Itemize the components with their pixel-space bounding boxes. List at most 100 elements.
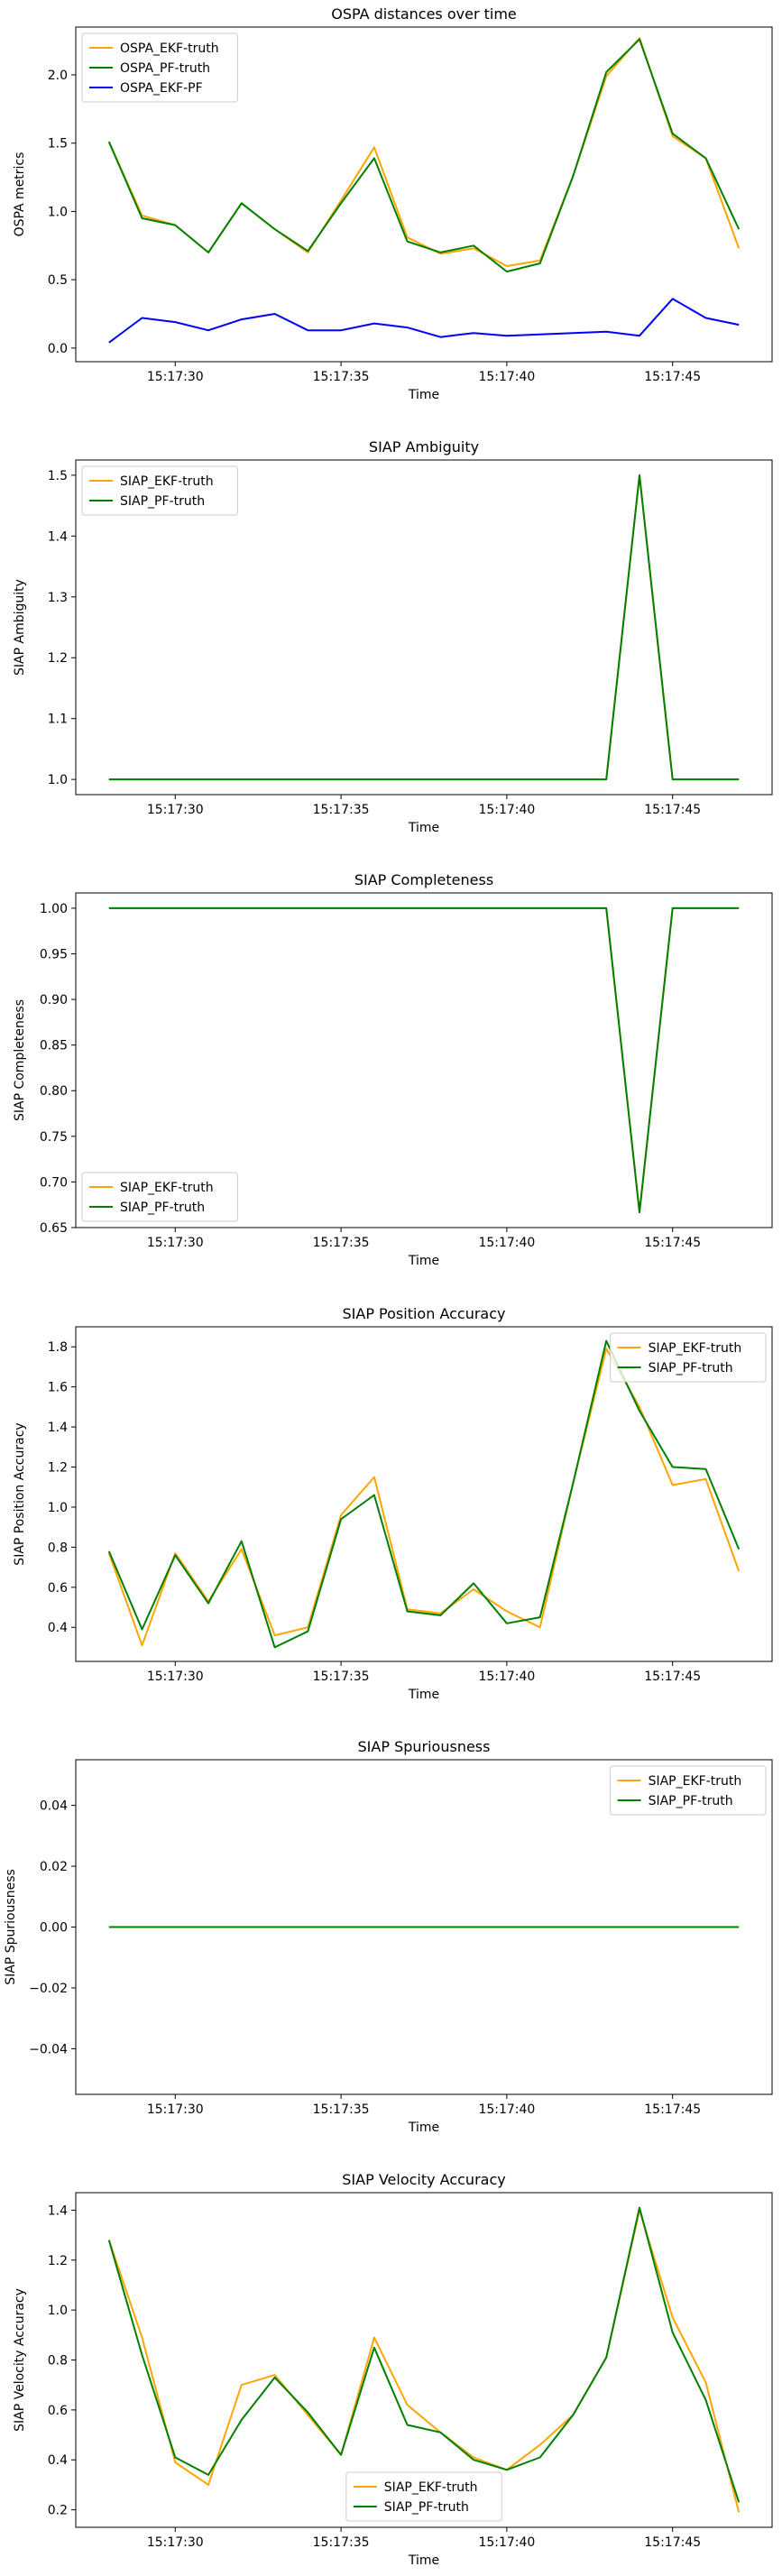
y-axis-label: SIAP Position Accuracy (13, 1422, 27, 1565)
x-tick-label: 15:17:30 (147, 1670, 204, 1684)
y-tick-label: 1.0 (48, 1501, 68, 1515)
x-tick-label: 15:17:35 (313, 2535, 370, 2550)
legend-box (81, 1172, 238, 1222)
chart-4: SIAP Position Accuracy 0.4 0.6 0.8 1.0 1.2 1.4… (13, 1305, 773, 1702)
legend-label: SIAP_EKF-truth (649, 1341, 742, 1356)
axes-frame (75, 459, 773, 796)
x-tick-label: 15:17:45 (644, 1670, 701, 1684)
y-tick-label: 1.2 (48, 1461, 68, 1476)
legend-label: SIAP_EKF-truth (384, 2480, 478, 2495)
y-tick-label: 0.4 (48, 2453, 68, 2468)
legend-label: SIAP_EKF-truth (649, 1774, 742, 1789)
y-tick-label: 1.2 (48, 651, 68, 666)
x-tick-label: 15:17:40 (478, 370, 535, 384)
chart-2: SIAP Ambiguity 1.0 1.1 1.2 1.3 1.4 1.5 15:17:30… (13, 438, 773, 835)
x-tick-label: 15:17:35 (313, 2102, 370, 2117)
y-axis-label: OSPA metrics (13, 152, 27, 237)
x-axis-label: Time (408, 821, 439, 835)
legend-label: SIAP_PF-truth (120, 1201, 205, 1215)
x-axis-label: Time (408, 1688, 439, 1702)
y-tick-label: 0.85 (40, 1039, 68, 1053)
y-tick-label: 1.5 (48, 469, 68, 483)
legend-box (81, 465, 238, 516)
y-tick-label: 0.04 (40, 1799, 68, 1814)
axes-frame (75, 892, 773, 1228)
chart-title: OSPA distances over time (331, 5, 517, 23)
x-tick-label: 15:17:45 (644, 2102, 701, 2117)
x-tick-label: 15:17:45 (644, 803, 701, 817)
y-tick-label: 1.5 (48, 137, 68, 152)
legend-label: OSPA_EKF-PF (120, 81, 203, 96)
y-tick-label: 0.90 (40, 993, 68, 1007)
legend: SIAP_EKF-truth SIAP_PF-truth (81, 465, 238, 516)
legend: SIAP_EKF-truth SIAP_PF-truth (610, 1332, 767, 1383)
y-tick-label: 0.80 (40, 1084, 68, 1099)
chart-title: SIAP Ambiguity (369, 438, 479, 455)
x-tick-label: 15:17:35 (313, 370, 370, 384)
y-tick-label: 0.70 (40, 1175, 68, 1190)
series-line-siap-ekf-truth (107, 1348, 741, 1647)
y-tick-label: 0.75 (40, 1130, 68, 1145)
y-tick-label: 0.4 (48, 1621, 68, 1635)
y-tick-label: 2.0 (48, 69, 68, 83)
legend: SIAP_EKF-truth SIAP_PF-truth (81, 1172, 238, 1222)
series-line-siap-ekf-truth (107, 2209, 741, 2513)
series-line-siap-pf-truth (108, 906, 740, 1214)
y-tick-label: 0.6 (48, 2404, 68, 2418)
legend-label: OSPA_EKF-truth (120, 41, 219, 56)
legend: SIAP_EKF-truth SIAP_PF-truth (345, 2471, 502, 2522)
y-tick-label: −0.04 (29, 2042, 68, 2056)
y-tick-label: 0.00 (40, 1921, 68, 1936)
chart-title: SIAP Position Accuracy (343, 1305, 506, 1322)
legend: SIAP_EKF-truth SIAP_PF-truth (610, 1765, 767, 1816)
y-tick-label: 0.65 (40, 1221, 68, 1236)
y-axis-label: SIAP Spuriousness (4, 1869, 18, 1985)
y-tick-label: 0.2 (48, 2504, 68, 2518)
series-line-siap-pf-truth (107, 2206, 741, 2503)
legend-label: OSPA_PF-truth (120, 61, 210, 76)
y-tick-label: 1.6 (48, 1381, 68, 1395)
x-axis-label: Time (408, 2121, 439, 2135)
axes-frame (75, 26, 773, 363)
legend-box (610, 1332, 767, 1383)
series-line-siap-pf-truth (107, 1339, 741, 1649)
legend-label: SIAP_PF-truth (649, 1794, 733, 1808)
y-tick-label: 1.2 (48, 2254, 68, 2268)
x-tick-label: 15:17:40 (478, 2535, 535, 2550)
y-tick-label: 1.4 (48, 529, 68, 544)
x-axis-label: Time (408, 1254, 439, 1268)
x-tick-label: 15:17:45 (644, 2535, 701, 2550)
chart-5: SIAP Spuriousness −0.04 −0.02 0.00 0.02 0.04 1… (4, 1738, 773, 2135)
y-tick-label: 1.4 (48, 2203, 68, 2218)
x-tick-label: 15:17:30 (147, 803, 204, 817)
y-axis-label: SIAP Velocity Accuracy (13, 2288, 27, 2432)
x-tick-label: 15:17:40 (478, 1236, 535, 1250)
x-tick-label: 15:17:40 (478, 803, 535, 817)
y-tick-label: 0.95 (40, 947, 68, 961)
x-axis-label: Time (408, 2553, 439, 2568)
legend-box (345, 2471, 502, 2522)
x-tick-label: 15:17:35 (313, 803, 370, 817)
y-tick-label: 1.8 (48, 1340, 68, 1355)
x-tick-label: 15:17:40 (478, 2102, 535, 2117)
y-tick-label: 0.5 (48, 273, 68, 288)
y-tick-label: 0.8 (48, 2354, 68, 2369)
y-tick-label: 1.3 (48, 591, 68, 605)
x-tick-label: 15:17:30 (147, 1236, 204, 1250)
series-line-siap-pf-truth (108, 474, 740, 781)
x-axis-label: Time (408, 388, 439, 402)
y-tick-label: 1.1 (48, 713, 68, 727)
chart-title: SIAP Completeness (354, 871, 493, 888)
legend-box (81, 32, 238, 103)
y-tick-label: 0.02 (40, 1860, 68, 1874)
chart-6: SIAP Velocity Accuracy 0.2 0.4 0.6 0.8 1.0 1.2… (13, 2171, 773, 2568)
series-line-ospa-ekf-pf (108, 298, 740, 344)
legend-label: SIAP_PF-truth (384, 2500, 469, 2515)
x-tick-label: 15:17:30 (147, 2102, 204, 2117)
legend-label: SIAP_PF-truth (120, 494, 205, 509)
chart-title: SIAP Velocity Accuracy (342, 2171, 505, 2188)
y-tick-label: 1.00 (40, 902, 68, 916)
chart-3: SIAP Completeness 0.65 0.70 0.75 0.80 0.85 0.9… (13, 871, 773, 1268)
legend: OSPA_EKF-truth OSPA_PF-truth OSPA_EKF-PF (81, 32, 238, 103)
